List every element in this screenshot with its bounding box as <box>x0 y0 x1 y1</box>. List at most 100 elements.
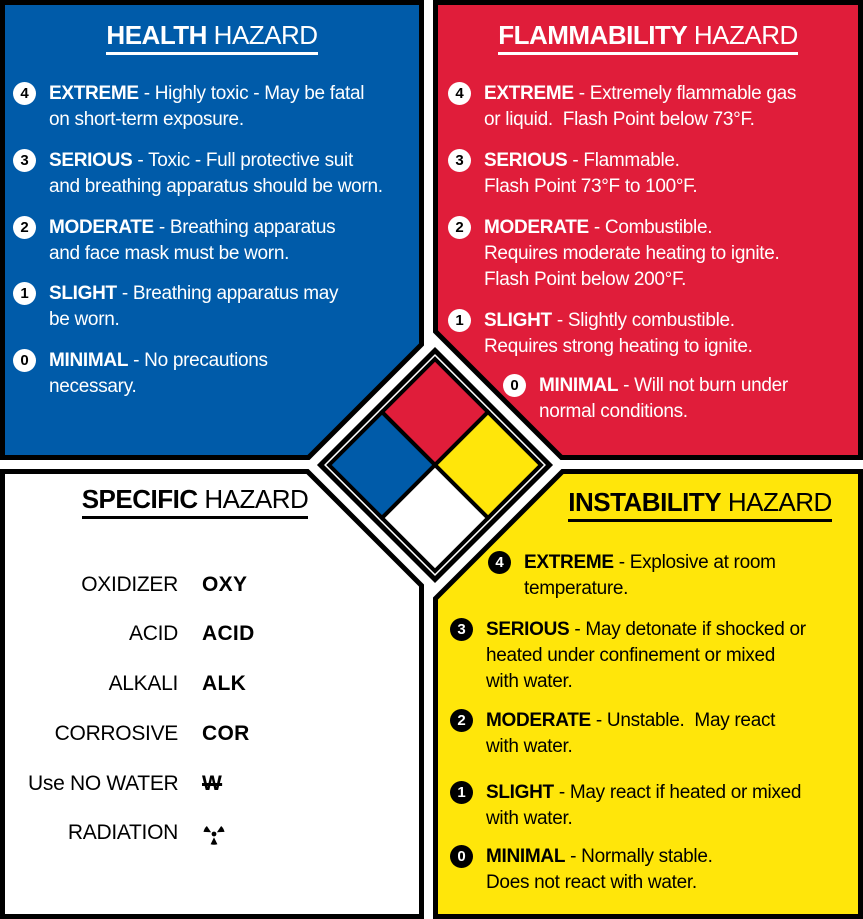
specific-code: ACID <box>202 622 255 645</box>
item-keyword: SLIGHT <box>49 283 117 304</box>
flammability-panel-shape <box>433 0 863 460</box>
item-text: Does not react with water. <box>486 872 697 893</box>
specific-label: Use NO WATER <box>28 772 179 795</box>
specific-label: RADIATION <box>67 821 178 844</box>
item-keyword: SLIGHT <box>486 782 554 803</box>
item-text: with water. <box>486 671 573 692</box>
item-keyword: MODERATE <box>486 710 591 731</box>
flammability-item-2: 2 MODERATE - Combustible. Requires moder… <box>448 215 848 293</box>
item-text: - Breathing apparatus <box>153 217 336 238</box>
item-text: - No precautions <box>128 350 268 371</box>
instability-panel-shape <box>433 469 863 919</box>
instability-title-rest: HAZARD <box>721 487 832 517</box>
instability-item-1: 1 SLIGHT - May react if heated or mixed … <box>450 780 850 832</box>
specific-label: ALKALI <box>108 672 179 695</box>
flammability-item-0: 0 MINIMAL - Will not burn under normal c… <box>503 373 853 425</box>
specific-row-corrosive: CORROSIVE COR <box>28 721 250 747</box>
item-text: Flash Point 73°F to 100°F. <box>484 176 698 197</box>
health-item-0: 0 MINIMAL - No precautions necessary. <box>13 348 413 400</box>
health-panel-title: HEALTH HAZARD <box>0 20 424 56</box>
health-panel-shape <box>0 0 424 460</box>
instability-item-2: 2 MODERATE - Unstable. May react with wa… <box>450 708 850 760</box>
item-text: necessary. <box>49 376 137 397</box>
item-text: - May detonate if shocked or <box>569 619 806 640</box>
hazard-level-badge: 2 <box>13 216 36 239</box>
item-text: - Combustible. <box>588 217 713 238</box>
item-keyword: EXTREME <box>524 552 614 573</box>
flammability-title-bold: FLAMMABILITY <box>498 20 688 50</box>
specific-title-rest: HAZARD <box>197 484 309 514</box>
specific-label: ACID <box>129 622 178 645</box>
specific-row-oxidizer: OXIDIZER OXY <box>28 572 247 598</box>
item-keyword: MODERATE <box>484 217 589 238</box>
item-text: - Highly toxic - May be fatal <box>138 83 365 104</box>
specific-label: OXIDIZER <box>81 573 178 596</box>
item-text: or liquid. Flash Point below 73°F. <box>484 109 755 130</box>
item-text: - Normally stable. <box>565 846 713 867</box>
item-keyword: SLIGHT <box>484 310 552 331</box>
item-text: - Unstable. May react <box>590 710 776 731</box>
item-text: - Will not burn under <box>618 375 788 396</box>
item-text: be worn. <box>49 309 120 330</box>
hazard-level-badge: 3 <box>450 618 473 641</box>
item-text: - Extremely flammable gas <box>573 83 797 104</box>
item-text: - Explosive at room <box>613 552 776 573</box>
instability-item-4: 4 EXTREME - Explosive at room temperatur… <box>488 550 848 602</box>
specific-row-acid: ACID ACID <box>28 621 255 647</box>
specific-row-alkali: ALKALI ALK <box>28 671 246 697</box>
hazard-level-badge: 0 <box>13 349 36 372</box>
item-text: with water. <box>486 808 573 829</box>
hazard-level-badge: 1 <box>448 309 471 332</box>
item-keyword: MINIMAL <box>486 846 566 867</box>
item-keyword: SERIOUS <box>484 150 568 171</box>
health-title-bold: HEALTH <box>106 20 207 50</box>
item-keyword: MODERATE <box>49 217 154 238</box>
specific-code: COR <box>202 722 250 745</box>
specific-panel-title: SPECIFIC HAZARD <box>0 484 390 520</box>
item-text: - Breathing apparatus may <box>116 283 339 304</box>
specific-title-bold: SPECIFIC <box>81 484 198 514</box>
flammability-item-1: 1 SLIGHT - Slightly combustible. Require… <box>448 308 848 360</box>
hazard-level-badge: 0 <box>450 845 473 868</box>
hazard-level-badge: 2 <box>450 709 473 732</box>
item-keyword: MINIMAL <box>49 350 129 371</box>
item-keyword: EXTREME <box>484 83 574 104</box>
hazard-level-badge: 4 <box>488 551 511 574</box>
item-text: - Slightly combustible. <box>551 310 735 331</box>
instability-item-3: 3 SERIOUS - May detonate if shocked or h… <box>450 617 850 695</box>
item-text: on short-term exposure. <box>49 109 244 130</box>
item-text: with water. <box>486 736 573 757</box>
item-text: Requires moderate heating to ignite. <box>484 243 780 264</box>
flammability-title-rest: HAZARD <box>687 20 798 50</box>
health-title-rest: HAZARD <box>206 20 318 50</box>
instability-item-0: 0 MINIMAL - Normally stable. Does not re… <box>450 844 850 896</box>
specific-code: ALK <box>202 672 247 695</box>
item-text: - Toxic - Full protective suit <box>132 150 353 171</box>
hazard-level-badge: 4 <box>448 82 471 105</box>
specific-code: W <box>202 772 223 795</box>
instability-panel-title: INSTABILITY HAZARD <box>500 487 863 523</box>
hazard-level-badge: 2 <box>448 216 471 239</box>
item-keyword: SERIOUS <box>49 150 133 171</box>
health-item-1: 1 SLIGHT - Breathing apparatus may be wo… <box>13 281 413 333</box>
flammability-panel-title: FLAMMABILITY HAZARD <box>433 20 863 56</box>
item-text: Requires strong heating to ignite. <box>484 336 753 357</box>
item-text: - May react if heated or mixed <box>553 782 802 803</box>
flammability-item-3: 3 SERIOUS - Flammable. Flash Point 73°F … <box>448 148 848 200</box>
mini-diamond-specific <box>379 462 491 574</box>
flammability-item-4: 4 EXTREME - Extremely flammable gas or l… <box>448 81 848 133</box>
hazard-level-badge: 1 <box>450 781 473 804</box>
health-item-2: 2 MODERATE - Breathing apparatus and fac… <box>13 215 413 267</box>
specific-panel-shape <box>0 469 424 919</box>
instability-title-bold: INSTABILITY <box>568 487 722 517</box>
radiation-trefoil-icon <box>202 821 226 845</box>
specific-row-radiation: RADIATION <box>28 820 226 846</box>
item-keyword: EXTREME <box>49 83 139 104</box>
health-item-3: 3 SERIOUS - Toxic - Full protective suit… <box>13 148 413 200</box>
item-text: and breathing apparatus should be worn. <box>49 176 383 197</box>
item-text: and face mask must be worn. <box>49 243 290 264</box>
specific-label: CORROSIVE <box>54 722 179 745</box>
specific-row-use-no-water: Use NO WATER W <box>28 771 222 797</box>
